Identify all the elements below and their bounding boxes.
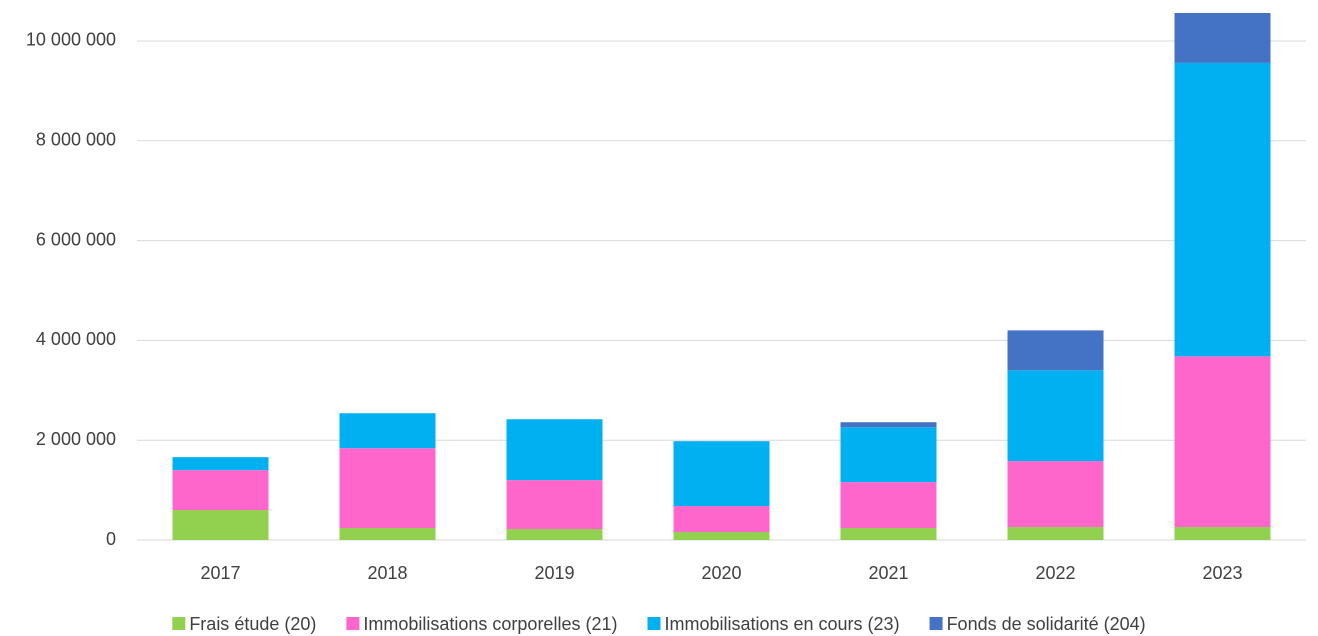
legend-label: Fonds de solidarité (204) [947, 614, 1146, 634]
x-tick-label: 2017 [200, 563, 240, 583]
bar-segment [840, 422, 937, 428]
y-tick-label: 6 000 000 [36, 229, 116, 249]
bar-segment [172, 457, 269, 471]
legend-label: Frais étude (20) [189, 614, 316, 634]
bar-segment [506, 529, 603, 540]
bar-segment [1007, 461, 1104, 528]
y-tick-label: 10 000 000 [26, 30, 116, 50]
x-tick-label: 2022 [1035, 563, 1075, 583]
y-tick-label: 4 000 000 [36, 329, 116, 349]
bar-segment [1007, 370, 1104, 462]
bar-segment [339, 413, 436, 449]
x-tick-label: 2020 [701, 563, 741, 583]
legend-swatch [929, 617, 943, 630]
legend-label: Immobilisations en cours (23) [664, 614, 899, 634]
x-tick-label: 2018 [367, 563, 407, 583]
legend-swatch [346, 617, 360, 630]
x-tick-label: 2021 [868, 563, 908, 583]
bar-segment [339, 528, 436, 540]
bar-segment [673, 532, 770, 540]
bar-segment [339, 448, 436, 529]
y-tick-label: 0 [106, 529, 116, 549]
y-tick-label: 8 000 000 [36, 130, 116, 150]
bar-segment [506, 480, 603, 530]
y-tick-label: 2 000 000 [36, 429, 116, 449]
legend-swatch [647, 617, 661, 630]
bar-segment [673, 441, 770, 507]
bar-segment [1007, 527, 1104, 540]
bar-segment [1174, 527, 1271, 540]
bar-segment [1174, 12, 1271, 63]
x-tick-label: 2023 [1202, 563, 1242, 583]
bar-segment [840, 482, 937, 529]
legend-label: Immobilisations corporelles (21) [363, 614, 617, 634]
bar-segment [172, 470, 269, 511]
bar-segment [840, 427, 937, 483]
bar-segment [506, 419, 603, 481]
x-tick-label: 2019 [534, 563, 574, 583]
bar-segment [1174, 62, 1271, 357]
legend-swatch [172, 617, 186, 630]
bar-segment [1174, 356, 1271, 528]
bar-segment [840, 528, 937, 540]
bar-segment [172, 510, 269, 540]
bar-segment [673, 506, 770, 533]
bar-segment [1007, 330, 1104, 371]
